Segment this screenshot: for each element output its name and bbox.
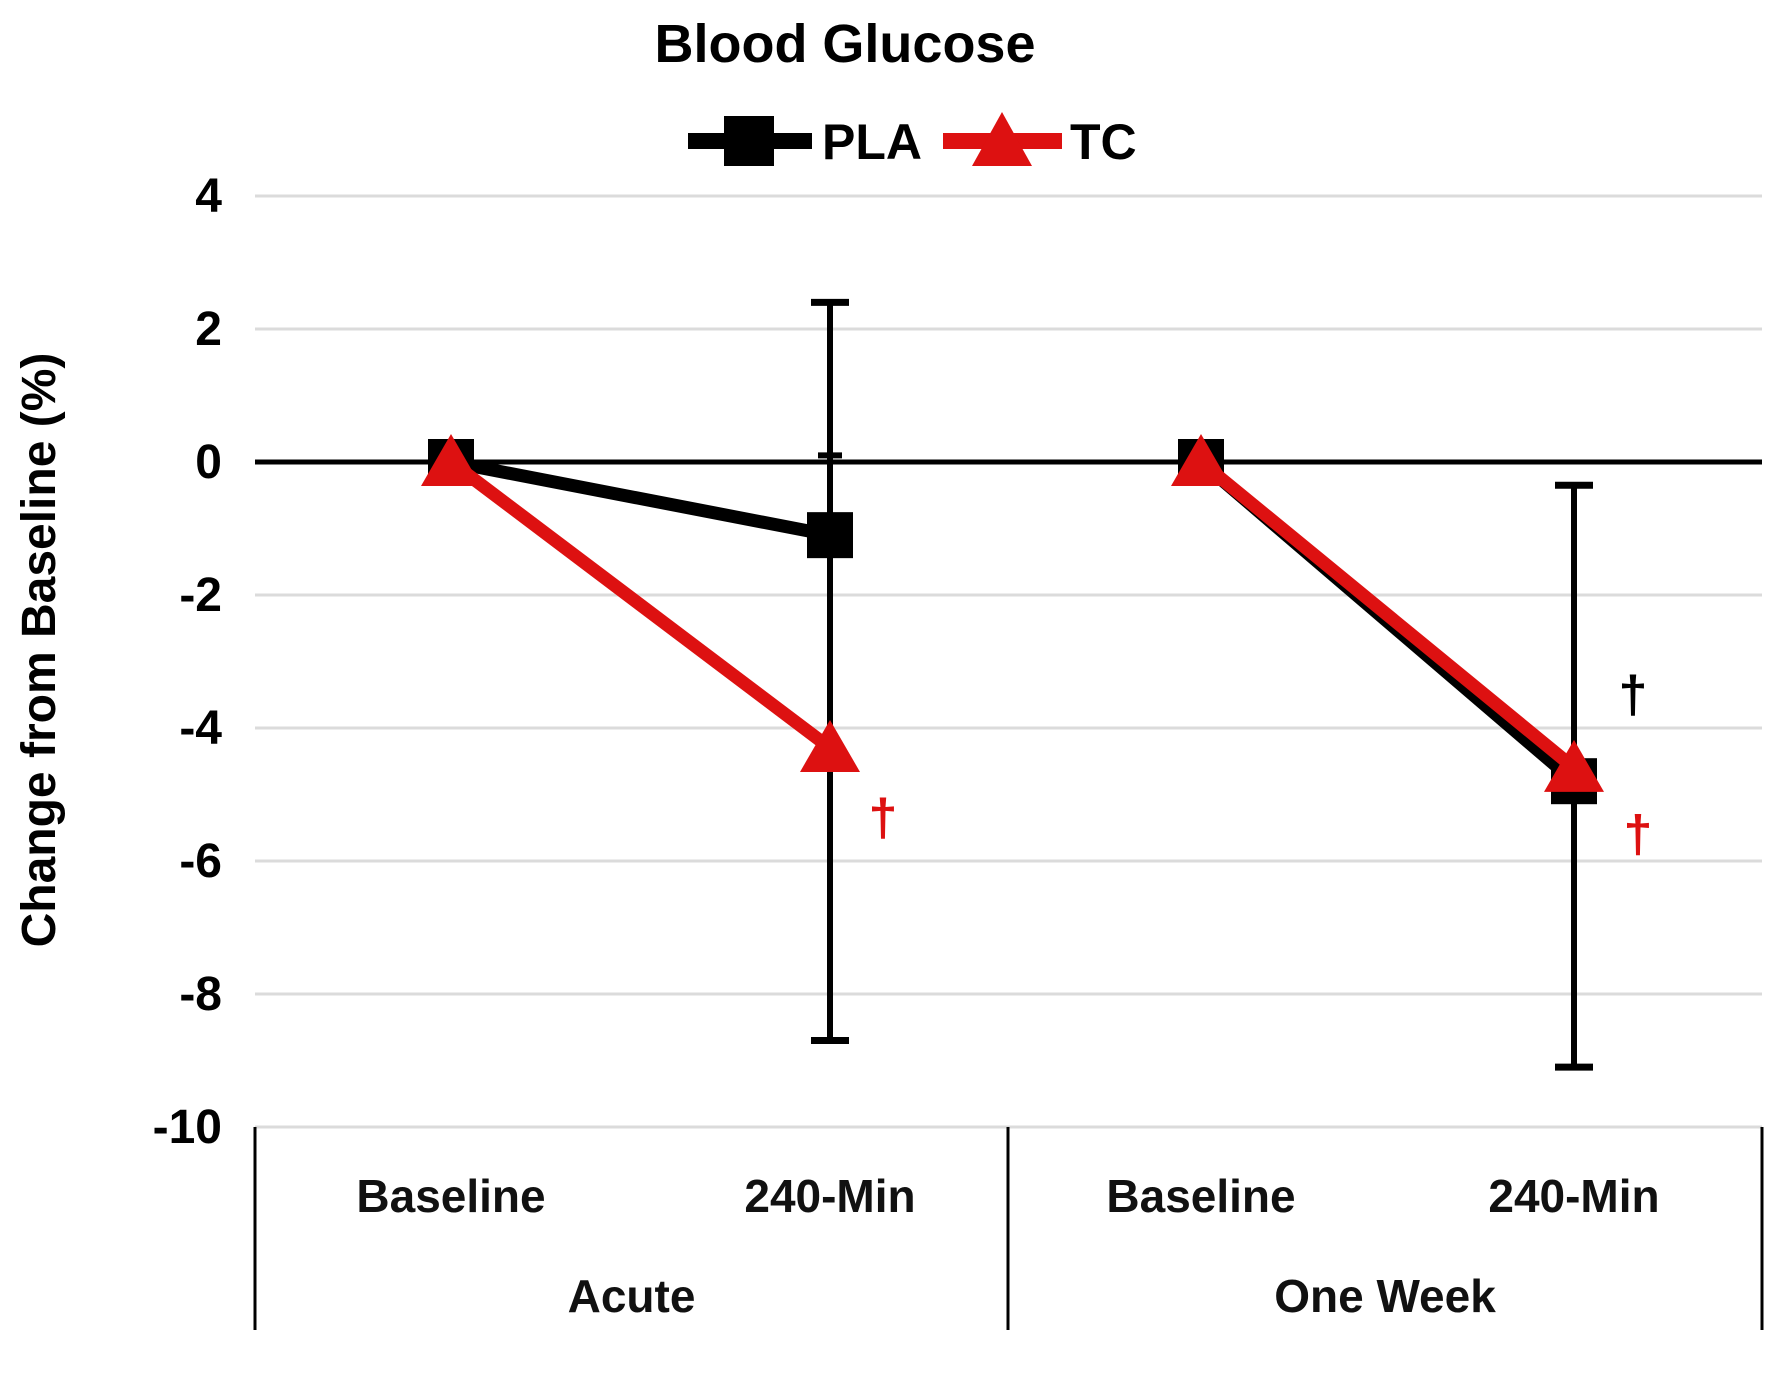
tc-series-line: [1196, 456, 1579, 773]
group-label: One Week: [1274, 1270, 1496, 1322]
category-label: Baseline: [1106, 1170, 1295, 1222]
y-tick-label: -4: [179, 702, 222, 755]
plot-area: 4 2 0 -2 -4 -6 -8 -10 Baseline 240-Min Acute Baseli…: [153, 170, 1764, 1330]
annotation-layer: † † †: [869, 666, 1653, 864]
y-tick-label: 0: [195, 436, 222, 489]
y-tick-label: -10: [153, 1101, 222, 1154]
category-label: 240-Min: [1488, 1170, 1659, 1222]
legend: PLA TC: [688, 112, 1137, 170]
significance-dagger: †: [869, 789, 898, 847]
gridline-layer: [255, 194, 1762, 1129]
legend-item-pla: PLA: [688, 114, 922, 170]
group-label: Acute: [568, 1270, 696, 1322]
y-tick-label: -6: [179, 835, 222, 888]
pla-marker: [807, 512, 853, 559]
tc-triangle-icon: [972, 112, 1032, 166]
y-tick-label: -2: [179, 569, 222, 622]
tc-marker: [1171, 434, 1231, 486]
series-layer: [421, 434, 1604, 805]
tc-marker: [1544, 739, 1604, 792]
y-tick-label: -8: [179, 968, 222, 1021]
significance-dagger: †: [1624, 805, 1653, 863]
y-tick-label: 2: [195, 303, 222, 356]
chart-title: Blood Glucose: [654, 14, 1035, 74]
tc-marker: [800, 719, 860, 772]
tc-marker: [421, 434, 481, 486]
axis-layer: 4 2 0 -2 -4 -6 -8 -10 Baseline 240-Min Acute Baseli…: [153, 170, 1764, 1330]
tc-series-line: [447, 456, 834, 754]
y-tick-label: 4: [195, 170, 222, 223]
category-label: 240-Min: [744, 1170, 915, 1222]
y-axis-title: Change from Baseline (%): [13, 353, 66, 948]
significance-dagger: †: [1619, 666, 1648, 724]
pla-square-icon: [724, 116, 774, 166]
legend-item-tc: TC: [943, 112, 1137, 170]
legend-label-tc: TC: [1070, 114, 1137, 170]
pla-series-line: [449, 455, 832, 542]
legend-label-pla: PLA: [822, 114, 922, 170]
category-label: Baseline: [356, 1170, 545, 1222]
